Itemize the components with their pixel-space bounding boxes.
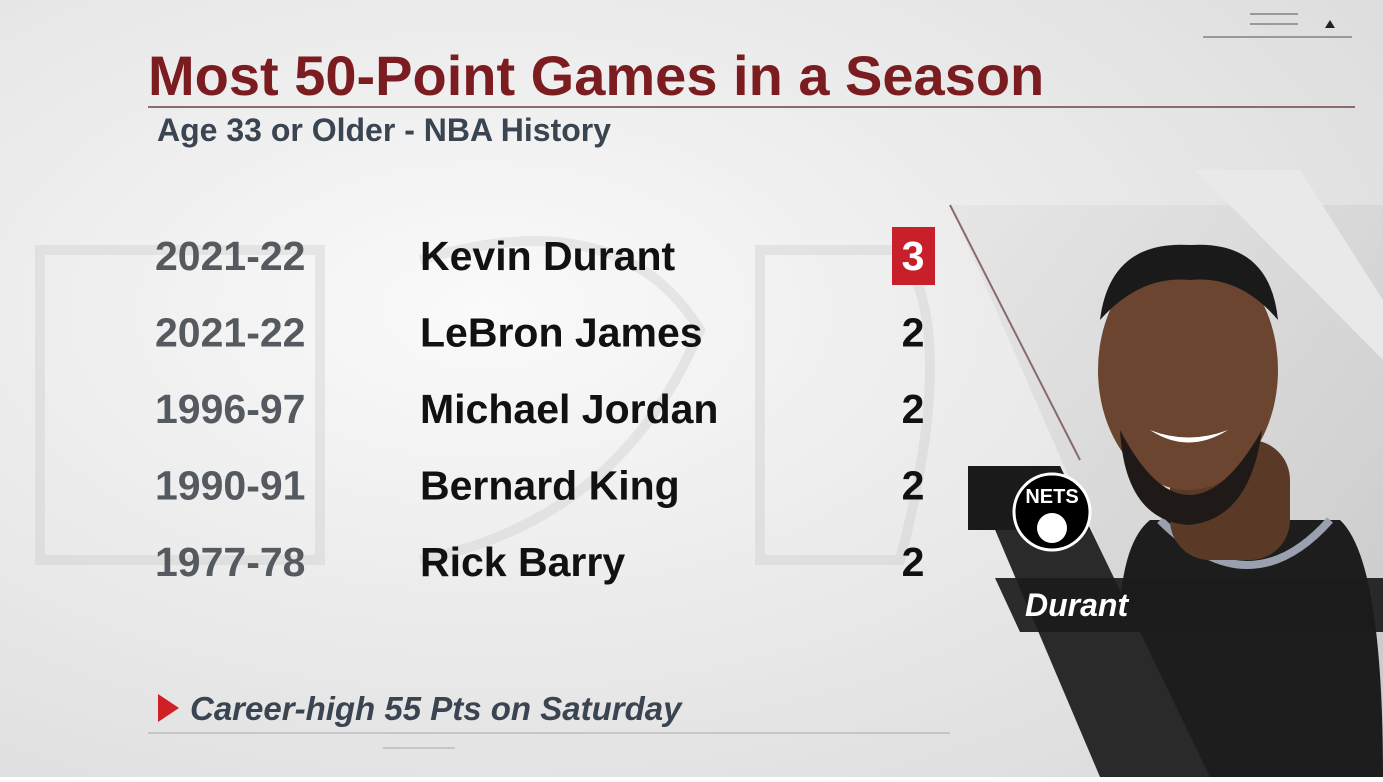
player: Rick Barry bbox=[420, 539, 625, 585]
footnote-arrow bbox=[158, 694, 179, 722]
season: 1977-78 bbox=[155, 539, 305, 585]
games: 2 bbox=[902, 539, 925, 585]
deco-triangle bbox=[1325, 20, 1335, 28]
games: 3 bbox=[902, 233, 925, 279]
table: 2021-22 Kevin Durant 3 2021-22 LeBron James 2… bbox=[155, 227, 935, 585]
subtitle: Age 33 or Older - NBA History bbox=[157, 112, 611, 148]
season: 1996-97 bbox=[155, 386, 305, 432]
player-name: Durant bbox=[1025, 587, 1129, 623]
name-band bbox=[995, 578, 1383, 632]
season: 2021-22 bbox=[155, 233, 305, 279]
title: Most 50-Point Games in a Season bbox=[148, 44, 1044, 107]
highlight-box bbox=[892, 227, 935, 285]
player: Bernard King bbox=[420, 463, 680, 509]
player: Michael Jordan bbox=[420, 386, 718, 432]
player: LeBron James bbox=[420, 310, 703, 356]
games: 2 bbox=[902, 386, 925, 432]
logo-ball bbox=[1037, 513, 1067, 543]
team-logo bbox=[1012, 472, 1092, 552]
season: 1990-91 bbox=[155, 463, 305, 509]
panel-stripe bbox=[1195, 170, 1383, 360]
season: 2021-22 bbox=[155, 310, 305, 356]
games: 2 bbox=[902, 310, 925, 356]
games: 2 bbox=[902, 463, 925, 509]
player: Kevin Durant bbox=[420, 233, 675, 279]
panel-edge bbox=[949, 204, 1081, 461]
footnote: Career-high 55 Pts on Saturday bbox=[190, 690, 683, 727]
team-name: NETS bbox=[1025, 486, 1078, 508]
